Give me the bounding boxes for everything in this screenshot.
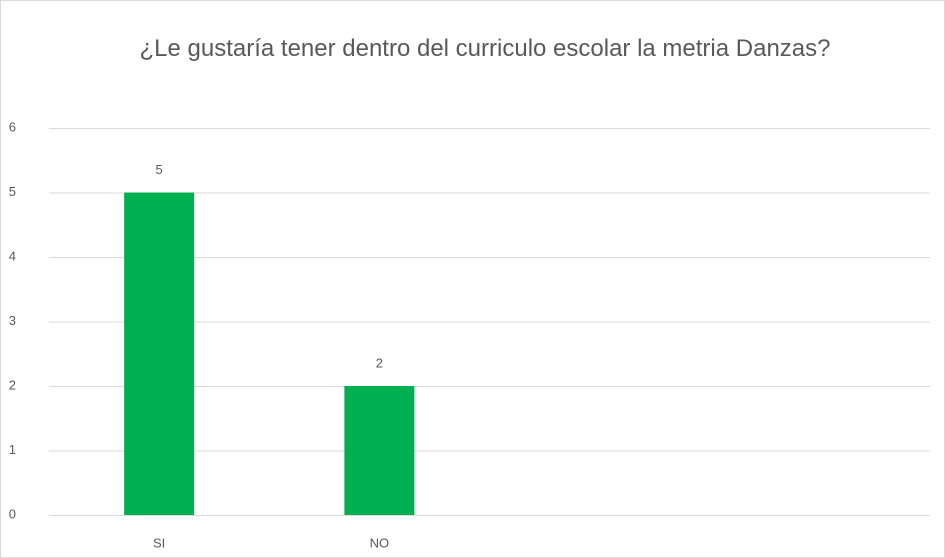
y-tick-label: 2 [9,377,16,392]
y-tick-label: 6 [9,119,16,134]
y-tick-label: 3 [9,313,16,328]
bar [124,192,195,515]
y-tick-label: 1 [9,442,16,457]
bar [344,386,415,515]
data-label: 5 [156,162,163,177]
y-tick-label: 0 [9,506,16,521]
chart-title: ¿Le gustaría tener dentro del curriculo … [139,35,831,62]
y-tick-label: 5 [9,184,16,199]
x-tick-label: SI [153,535,165,550]
data-label: 2 [376,355,383,370]
x-tick-label: NO [370,535,390,550]
y-tick-label: 4 [9,248,16,263]
